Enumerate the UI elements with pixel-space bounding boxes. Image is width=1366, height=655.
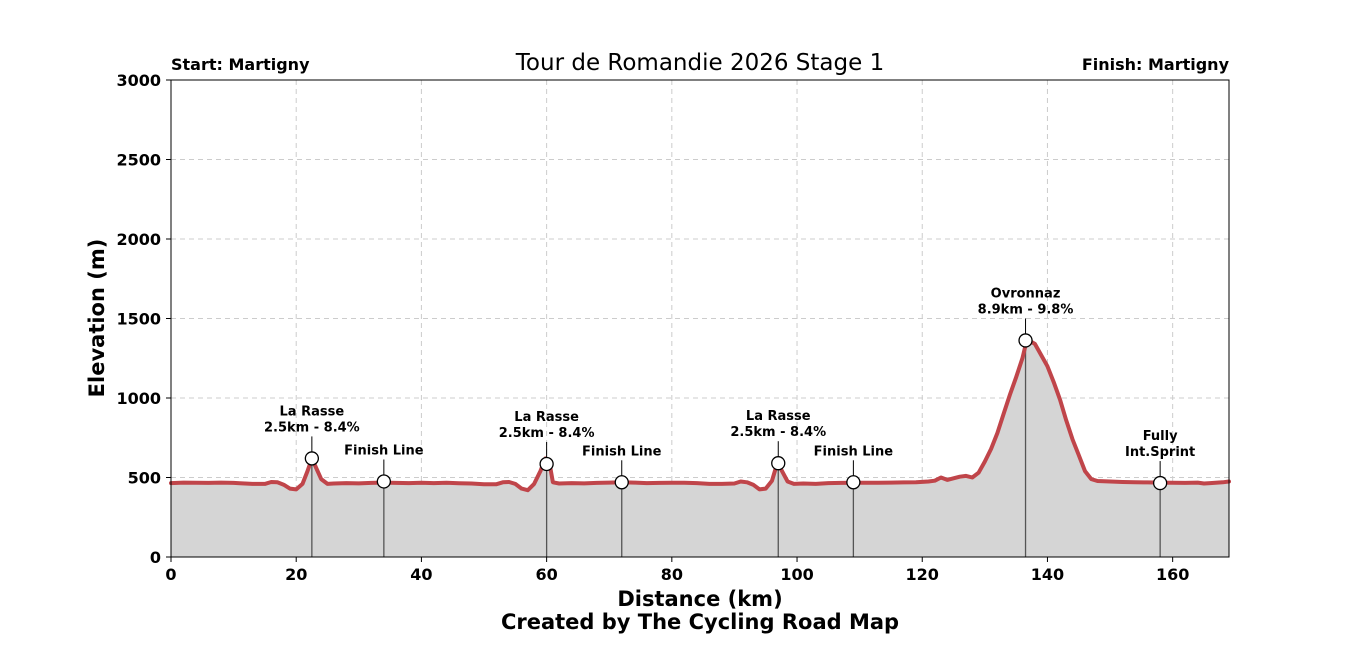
marker-label: 2.5km - 8.4%: [264, 420, 360, 435]
marker-point: [376, 474, 392, 489]
y-tick-label: 2000: [116, 230, 161, 249]
x-tick-label: 140: [1031, 565, 1064, 584]
y-tick-label: 3000: [116, 71, 161, 90]
x-axis-label: Distance (km): [617, 587, 782, 611]
marker-point: [846, 475, 861, 490]
x-tick-label: 40: [410, 565, 432, 584]
x-tick-label: 100: [780, 565, 813, 584]
y-tick-label: 500: [128, 469, 161, 488]
marker-points: [304, 318, 1168, 491]
marker-label: La Rasse: [514, 410, 579, 425]
y-tick-label: 2500: [116, 151, 161, 170]
marker-label: Finish Line: [344, 443, 424, 458]
marker-point: [1152, 475, 1168, 491]
marker-label: 8.9km - 9.8%: [978, 302, 1074, 317]
start-label: Start: Martigny: [171, 55, 310, 74]
y-tick-label: 1000: [116, 389, 161, 408]
elevation-area-fill: [171, 340, 1229, 557]
marker-label: La Rasse: [280, 404, 345, 419]
x-axis-ticks: 0 20 40 60 80 100 120 140 160: [165, 557, 1189, 584]
marker-label: Int.Sprint: [1125, 445, 1195, 460]
y-axis-label: Elevation (m): [85, 239, 109, 398]
marker-label: Finish Line: [582, 444, 662, 459]
x-tick-label: 80: [661, 565, 683, 584]
marker-point: [614, 475, 629, 490]
x-tick-label: 60: [535, 565, 557, 584]
chart-title: Tour de Romandie 2026 Stage 1: [515, 50, 884, 76]
marker-lines: [311, 340, 1161, 557]
x-tick-label: 0: [165, 565, 176, 584]
x-tick-label: 20: [285, 565, 307, 584]
marker-label: Ovronnaz: [991, 286, 1061, 301]
marker-label: 2.5km - 8.4%: [499, 426, 595, 441]
x-tick-label: 160: [1156, 565, 1189, 584]
y-tick-label: 1500: [116, 310, 161, 329]
y-tick-label: 0: [150, 548, 161, 567]
credit-text: Created by The Cycling Road Map: [501, 610, 899, 634]
marker-point: [539, 456, 554, 472]
finish-label: Finish: Martigny: [1082, 55, 1230, 74]
marker-point: [1018, 333, 1033, 348]
x-tick-label: 120: [906, 565, 939, 584]
marker-label: Fully: [1143, 429, 1178, 444]
marker-label: 2.5km - 8.4%: [730, 425, 826, 440]
marker-point: [304, 451, 320, 466]
marker-point: [771, 456, 786, 471]
elevation-profile-line: [169, 338, 1231, 493]
marker-label: La Rasse: [746, 409, 811, 424]
y-axis-ticks: 0 500 1000 1500 2000 2500 3000: [116, 71, 171, 567]
marker-label: Finish Line: [814, 444, 894, 459]
